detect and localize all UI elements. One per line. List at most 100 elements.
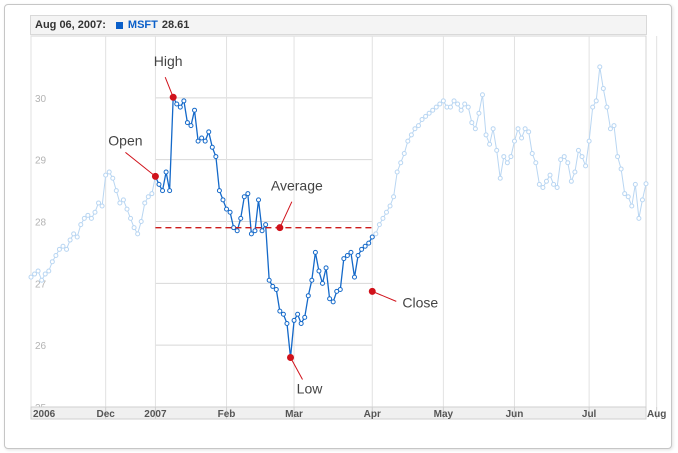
data-point-faded [533,160,539,166]
data-point [351,274,357,280]
data-point [163,169,169,175]
data-point-faded [519,135,525,141]
data-point-faded [430,107,436,113]
data-point-faded [81,215,87,221]
data-point-faded [28,274,34,280]
y-tick-label: 26 [35,341,47,352]
data-point-faded [575,147,581,153]
data-point-faded [103,172,109,178]
data-point [277,308,283,314]
annotations: Open High Average Low Close [108,53,438,396]
series-swatch [115,21,123,29]
data-point-faded [572,169,578,175]
data-point-faded [423,113,429,119]
data-point-faded [49,259,55,265]
data-point-faded [501,154,507,160]
data-point-faded [53,253,59,259]
data-point [320,280,326,286]
data-point-faded [494,147,500,153]
data-point [156,181,162,187]
data-point [174,101,180,107]
data-point-faded [643,181,649,187]
data-point [369,234,375,240]
data-point [341,256,347,262]
data-point-faded [39,277,45,283]
data-point-faded [551,181,557,187]
data-point [231,225,237,231]
x-tick-label: Aug [647,409,666,420]
data-point [206,129,212,135]
data-point-faded [373,231,379,237]
data-point [224,206,230,212]
data-point-faded [625,194,631,200]
data-point [337,287,343,293]
header-ticker: MSFT [127,19,158,31]
data-point-faded [515,126,521,132]
data-point-faded [447,104,453,110]
annotation-marker [169,93,177,101]
data-point-faded [117,200,123,206]
data-point-faded [615,154,621,160]
data-point-faded [632,181,638,187]
series-line-faded [30,171,156,282]
data-point [312,249,318,255]
annotation-leader [372,290,397,302]
data-point-faded [387,203,393,209]
data-point [266,277,272,283]
annotation-marker [368,287,376,295]
data-point-faded [78,222,84,228]
data-point-faded [618,166,624,172]
data-point-faded [490,126,496,132]
data-point-faded [586,138,592,144]
y-tick-label: 29 [35,156,47,167]
y-tick-label: 28 [35,218,47,229]
data-point [238,215,244,221]
grid-lines [30,35,658,408]
data-point [273,287,279,293]
data-point [330,299,336,305]
data-point [199,135,205,141]
chart-header: Aug 06, 2007: MSFT 28.61 [30,15,647,35]
data-point [220,197,226,203]
data-point-faded [92,209,98,215]
x-tick-label: Apr [364,409,381,420]
data-point-faded [120,197,126,203]
data-point-faded [60,243,66,249]
annotation-marker [151,172,159,180]
x-axis-band [30,406,647,420]
data-point-faded [540,184,546,190]
data-point-faded [497,175,503,181]
annotation-label: Open [108,132,142,148]
data-point-faded [583,163,589,169]
data-point-faded [88,215,94,221]
data-point-faded [565,160,571,166]
data-point-faded [401,150,407,156]
data-point-faded [543,178,549,184]
data-point-faded [600,86,606,92]
data-point-faded [479,92,485,98]
data-point [252,228,258,234]
data-point-faded [526,129,532,135]
data-point-faded [96,200,102,206]
data-point-faded [472,126,478,132]
data-point-faded [67,237,73,243]
data-point [192,107,198,113]
annotation-leader [279,201,293,228]
data-point [248,231,254,237]
data-point-faded [391,194,397,200]
data-point [344,253,350,259]
x-tick-label: Feb [218,409,236,420]
data-point [298,321,304,327]
data-point [362,243,368,249]
y-axis-ticks: 252627282930 [35,94,47,414]
data-point [348,249,354,255]
data-point [270,283,276,289]
annotation-label: Close [402,294,438,310]
data-point-faded [433,104,439,110]
data-point [309,277,315,283]
data-point-faded [590,104,596,110]
header-price: 28.61 [161,19,190,31]
data-point-faded [110,175,116,181]
data-point [284,321,290,327]
